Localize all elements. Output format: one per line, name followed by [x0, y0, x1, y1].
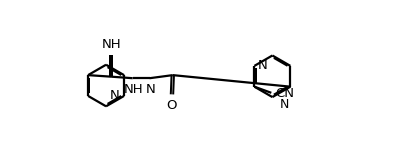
Text: CN: CN: [275, 87, 294, 100]
Text: O: O: [167, 99, 177, 112]
Text: N: N: [280, 98, 289, 111]
Text: NH: NH: [124, 83, 143, 96]
Text: NH: NH: [101, 38, 121, 51]
Text: N: N: [110, 89, 120, 102]
Text: N: N: [257, 59, 267, 72]
Text: N: N: [146, 83, 155, 96]
